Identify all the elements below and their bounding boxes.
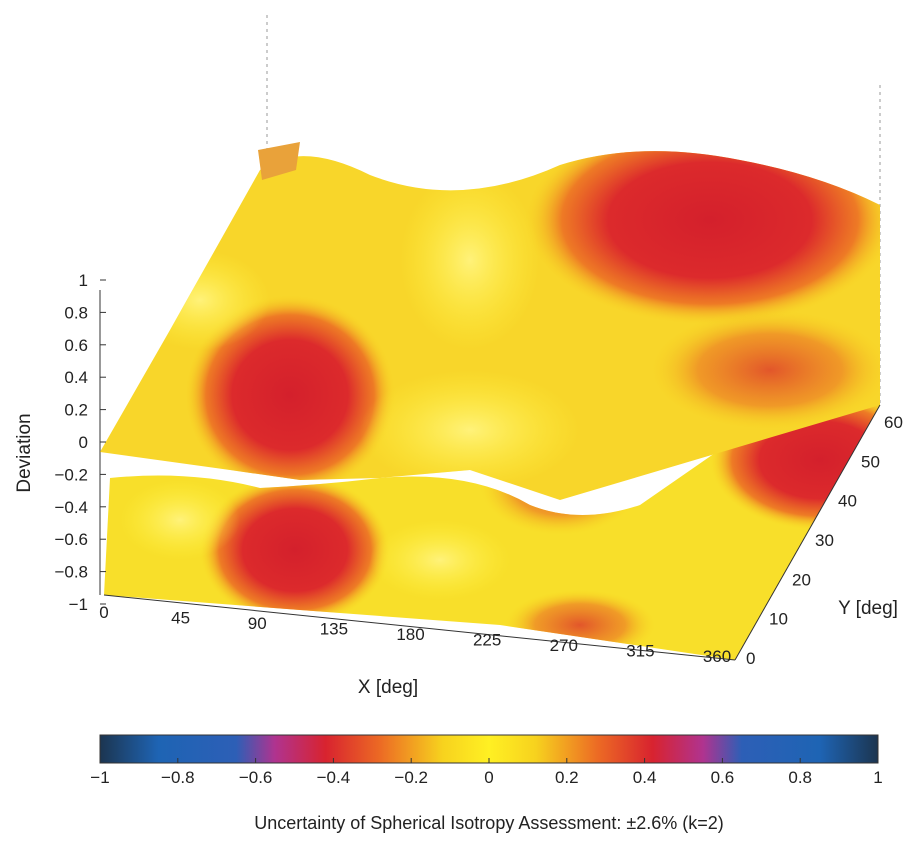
z-tick-label: −0.4: [54, 498, 88, 517]
x-axis-title: X [deg]: [358, 677, 418, 698]
colorbar-tick-label: 0.8: [788, 768, 812, 787]
x-tick-label: 315: [626, 642, 654, 661]
colorbar-tick-label: 0: [484, 768, 493, 787]
x-tick-label: 135: [320, 620, 348, 639]
colorbar-tick-label: −0.8: [161, 768, 195, 787]
colorbar-tick-label: −0.6: [239, 768, 273, 787]
y-tick-label: 60: [884, 413, 903, 432]
y-tick-label: 40: [838, 492, 857, 511]
z-tick-label: 0.6: [64, 336, 88, 355]
x-tick-label: 0: [99, 603, 108, 622]
x-axis-line: [103, 594, 736, 661]
z-tick-label: 0.2: [64, 401, 88, 420]
y-tick-label: 20: [792, 570, 811, 589]
z-tick-label: 0: [79, 433, 88, 452]
y-tick-label: 0: [746, 649, 755, 668]
colorbar-tick-label: 0.2: [555, 768, 579, 787]
x-tick-label: 90: [248, 614, 267, 633]
y-tick-label: 10: [769, 610, 788, 629]
surface-corner-patch: [258, 142, 300, 180]
z-tick-label: −0.6: [54, 530, 88, 549]
colorbar-tick-label: 0.4: [633, 768, 657, 787]
x-tick-label: 270: [550, 636, 578, 655]
y-axis-ticks: 0 10 20 30 40 50 60: [746, 413, 903, 668]
x-tick-label: 225: [473, 631, 501, 650]
z-axis-title: Deviation: [14, 413, 35, 492]
z-tick-label: −0.8: [54, 563, 88, 582]
z-tick-label: −0.2: [54, 465, 88, 484]
y-tick-label: 50: [861, 452, 880, 471]
colorbar-tick-label: −0.2: [394, 768, 428, 787]
z-tick-label: 0.4: [64, 368, 88, 387]
colorbar-caption: Uncertainty of Spherical Isotropy Assess…: [254, 813, 724, 833]
y-axis-title: Y [deg]: [838, 598, 898, 619]
x-tick-label: 180: [396, 625, 424, 644]
colorbar-tick-label: −1: [90, 768, 109, 787]
z-tick-label: −1: [69, 595, 88, 614]
colorbar-tick-label: 1: [873, 768, 882, 787]
z-axis-ticks: −1 −0.8 −0.6 −0.4 −0.2 0 0.2 0.4 0.6 0.8 1: [54, 271, 106, 614]
z-tick-label: 0.8: [64, 303, 88, 322]
colorbar-tick-label: 0.6: [711, 768, 735, 787]
x-tick-label: 360: [703, 647, 731, 666]
y-axis-line: [734, 404, 881, 661]
z-tick-label: 1: [79, 271, 88, 290]
colorbar-ticks: −1 −0.8 −0.6 −0.4 −0.2 0 0.2 0.4 0.6 0.8 1: [90, 758, 883, 787]
y-tick-label: 30: [815, 531, 834, 550]
x-tick-label: 45: [171, 609, 190, 628]
x-axis-ticks: 0 45 90 135 180 225 270 315 360: [99, 603, 731, 666]
colorbar-tick-label: −0.4: [317, 768, 351, 787]
